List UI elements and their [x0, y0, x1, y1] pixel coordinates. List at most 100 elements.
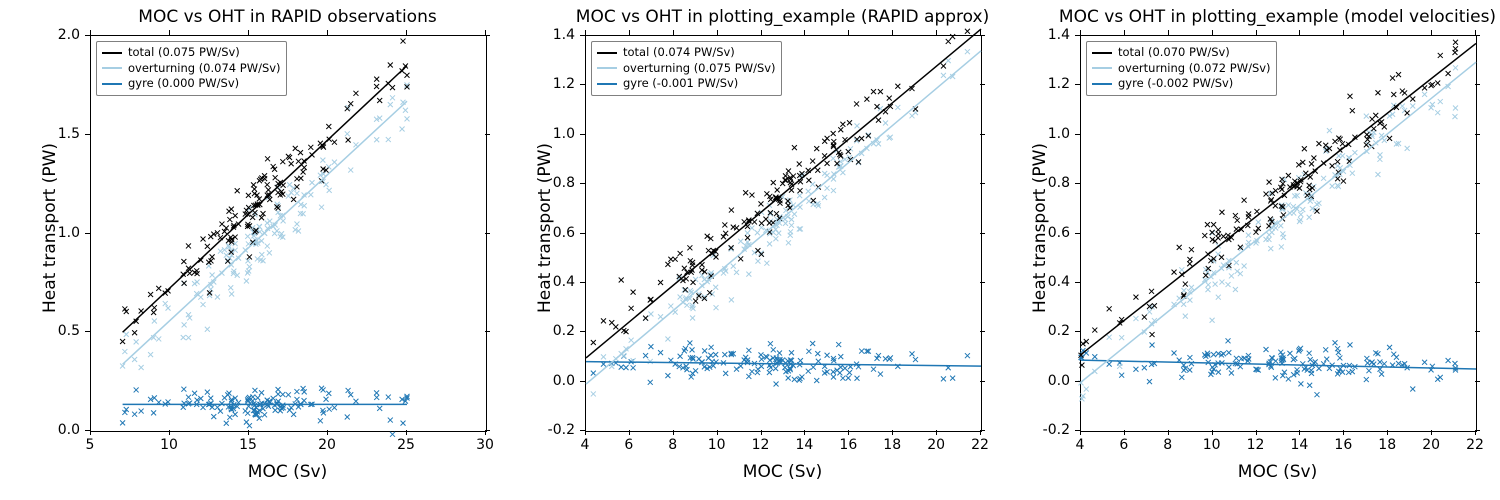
legend-label: gyre (-0.002 PW/Sv) — [1118, 76, 1233, 92]
x-tick — [1431, 430, 1432, 435]
x-tick-label: 6 — [1119, 437, 1128, 453]
x-tick-label: 22 — [971, 437, 989, 453]
x-tick — [804, 430, 805, 435]
x-tick — [936, 430, 937, 435]
x-tick — [406, 30, 407, 35]
y-tick — [1075, 183, 1080, 184]
x-tick — [585, 30, 586, 35]
fit-line-gyre — [1081, 360, 1476, 369]
y-tick — [485, 331, 490, 332]
y-tick — [485, 134, 490, 135]
legend-row: gyre (0.000 PW/Sv) — [102, 76, 281, 92]
y-axis-label: Heat transport (PW) — [535, 142, 555, 312]
x-tick — [406, 430, 407, 435]
y-tick — [1075, 331, 1080, 332]
y-tick-label: 0.4 — [553, 274, 575, 290]
x-tick — [1212, 430, 1213, 435]
y-tick — [1475, 84, 1480, 85]
x-tick-label: 12 — [1247, 437, 1265, 453]
panel-title: MOC vs OHT in RAPID observations — [138, 7, 436, 27]
x-tick — [1343, 30, 1344, 35]
y-tick-label: 0.2 — [1048, 323, 1070, 339]
y-tick-label: 1.0 — [553, 126, 575, 142]
legend-label: overturning (0.074 PW/Sv) — [128, 61, 281, 77]
legend-swatch — [1092, 83, 1112, 85]
y-tick — [1075, 35, 1080, 36]
legend-swatch — [597, 52, 617, 54]
y-tick — [580, 430, 585, 431]
y-tick — [1475, 134, 1480, 135]
y-tick — [980, 35, 985, 36]
y-tick-label: 0.8 — [1048, 175, 1070, 191]
x-tick — [892, 30, 893, 35]
x-tick — [804, 30, 805, 35]
x-tick — [327, 430, 328, 435]
legend-row: total (0.074 PW/Sv) — [597, 45, 776, 61]
fit-line-overturning — [1081, 62, 1476, 382]
y-tick — [85, 233, 90, 234]
scatter-gyre — [1079, 338, 1459, 397]
y-tick-label: 0.6 — [553, 225, 575, 241]
x-tick-label: 10 — [708, 437, 726, 453]
y-tick-label: 0.5 — [58, 323, 80, 339]
y-tick-label: 2.0 — [58, 27, 80, 43]
x-tick — [1299, 430, 1300, 435]
y-axis-label: Heat transport (PW) — [1030, 142, 1050, 312]
y-tick — [580, 84, 585, 85]
x-tick — [673, 430, 674, 435]
x-tick-label: 25 — [397, 437, 415, 453]
x-tick — [848, 430, 849, 435]
y-tick — [1075, 134, 1080, 135]
legend-label: total (0.075 PW/Sv) — [128, 45, 240, 61]
x-tick-label: 20 — [318, 437, 336, 453]
x-tick — [1299, 30, 1300, 35]
x-tick — [1124, 30, 1125, 35]
y-tick — [580, 134, 585, 135]
y-tick — [85, 331, 90, 332]
y-tick-label: 0.0 — [553, 373, 575, 389]
y-tick — [580, 233, 585, 234]
panel-title: MOC vs OHT in plotting_example (model ve… — [1059, 7, 1496, 27]
y-tick-label: 1.2 — [553, 76, 575, 92]
x-tick-label: 5 — [86, 437, 95, 453]
x-tick — [1168, 30, 1169, 35]
legend-swatch — [102, 52, 122, 54]
x-tick — [673, 30, 674, 35]
x-tick — [629, 30, 630, 35]
y-tick-label: 0.4 — [1048, 274, 1070, 290]
y-tick — [1475, 430, 1480, 431]
x-tick — [1080, 430, 1081, 435]
scatter-overturning — [591, 49, 970, 396]
y-tick-label: 0.2 — [553, 323, 575, 339]
legend: total (0.075 PW/Sv)overturning (0.074 PW… — [96, 41, 287, 96]
legend-row: overturning (0.075 PW/Sv) — [597, 61, 776, 77]
y-tick — [85, 134, 90, 135]
x-tick — [1431, 30, 1432, 35]
x-tick — [1256, 30, 1257, 35]
x-tick-label: 10 — [1203, 437, 1221, 453]
y-tick — [980, 331, 985, 332]
y-tick — [580, 282, 585, 283]
x-tick-label: 14 — [1291, 437, 1309, 453]
y-tick — [1475, 331, 1480, 332]
x-tick — [1256, 430, 1257, 435]
x-tick-label: 20 — [1422, 437, 1440, 453]
y-tick-label: 1.0 — [1048, 126, 1070, 142]
legend-row: total (0.070 PW/Sv) — [1092, 45, 1271, 61]
x-tick-label: 10 — [160, 437, 178, 453]
panel-1: MOC vs OHT in plotting_example (RAPID ap… — [510, 0, 1005, 500]
y-tick-label: 1.4 — [1048, 27, 1070, 43]
y-tick — [85, 35, 90, 36]
legend-swatch — [1092, 67, 1112, 69]
y-tick — [980, 183, 985, 184]
y-tick — [1475, 35, 1480, 36]
x-axis-label: MOC (Sv) — [743, 462, 822, 482]
y-tick — [580, 35, 585, 36]
x-tick — [761, 30, 762, 35]
y-tick — [1475, 282, 1480, 283]
legend-swatch — [1092, 52, 1112, 54]
x-tick — [892, 430, 893, 435]
y-tick-label: 1.4 — [553, 27, 575, 43]
x-tick — [1343, 430, 1344, 435]
panel-0: MOC vs OHT in RAPID observationsMOC (Sv)… — [15, 0, 510, 500]
